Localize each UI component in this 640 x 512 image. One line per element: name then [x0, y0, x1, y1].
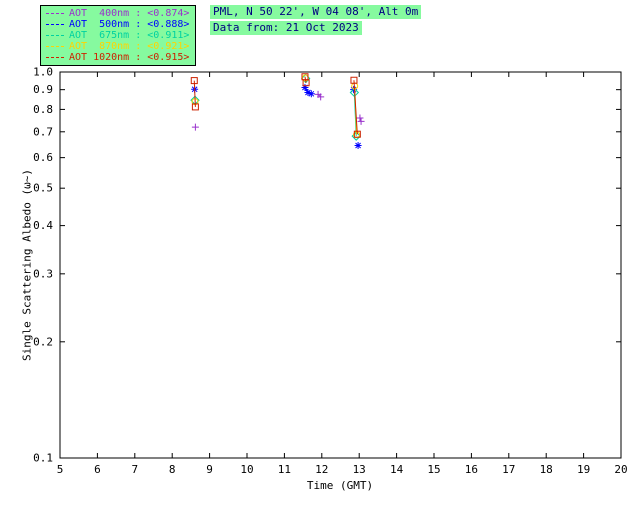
x-tick-label: 18 — [540, 463, 553, 476]
x-tick-label: 8 — [169, 463, 176, 476]
series-aot-870nm — [191, 74, 361, 139]
legend-entry-label: AOT 870nm : <0.921> — [69, 41, 190, 52]
x-tick-label: 14 — [390, 463, 404, 476]
x-tick-label: 6 — [94, 463, 101, 476]
y-tick-label: 1.0 — [33, 66, 53, 79]
y-tick-label: 0.1 — [33, 452, 53, 465]
x-tick-label: 9 — [206, 463, 213, 476]
legend-entry: AOT 400nm : <0.874> — [46, 8, 189, 19]
square-marker — [191, 103, 199, 111]
legend-entry: AOT 675nm : <0.911> — [46, 30, 189, 41]
y-tick-label: 0.9 — [33, 83, 53, 96]
x-axis-label: Time (GMT) — [306, 479, 374, 492]
x-tick-label: 15 — [427, 463, 440, 476]
plus-marker — [357, 117, 365, 125]
y-tick-label: 0.7 — [33, 125, 53, 138]
x-tick-label: 13 — [353, 463, 366, 476]
asterisk-marker — [354, 142, 362, 150]
legend-entry-label: AOT 400nm : <0.874> — [69, 8, 190, 19]
y-tick-label: 0.4 — [33, 219, 53, 232]
legend-line-swatch — [46, 13, 64, 14]
plus-marker — [356, 114, 364, 122]
asterisk-marker — [307, 90, 315, 98]
square-marker — [302, 79, 310, 87]
x-tick-label: 20 — [614, 463, 627, 476]
y-axis-ticks: 0.1 0.2 0.3 0.4 0.5 0.6 0.7 0.8 0.9 1.0 — [33, 66, 621, 465]
square-marker — [353, 130, 361, 138]
square-marker — [350, 76, 358, 84]
square-marker — [190, 77, 198, 85]
asterisk-marker — [301, 83, 309, 91]
x-tick-label: 16 — [465, 463, 478, 476]
series-segment — [193, 80, 196, 107]
x-tick-label: 10 — [240, 463, 253, 476]
series-aot-500nm — [191, 83, 362, 150]
y-tick-label: 0.3 — [33, 267, 53, 280]
chart-legend: AOT 400nm : <0.874> AOT 500nm : <0.888> AO… — [40, 5, 197, 66]
station-info: PML, N 50 22', W 04 08', Alt 0m Data fro… — [210, 5, 422, 37]
x-tick-label: 17 — [502, 463, 515, 476]
legend-entry-label: AOT 500nm : <0.888> — [69, 19, 190, 30]
series-aot-675nm — [190, 73, 361, 141]
x-axis-ticks: 5 6 7 8 9 10 11 12 13 14 15 16 17 18 19 20 — [57, 72, 628, 476]
legend-line-swatch — [46, 46, 64, 47]
x-tick-label: 11 — [278, 463, 291, 476]
diamond-marker — [349, 87, 360, 98]
legend-entry-label: AOT 1020nm : <0.915> — [69, 52, 190, 63]
station-location-text: PML, N 50 22', W 04 08', Alt 0m — [210, 5, 422, 19]
series-aot-400nm — [191, 90, 365, 131]
x-tick-label: 12 — [315, 463, 328, 476]
series-aot-1020nm — [190, 73, 361, 138]
y-tick-label: 0.6 — [33, 151, 53, 164]
y-tick-label: 0.5 — [33, 182, 53, 195]
legend-entry: AOT 870nm : <0.921> — [46, 41, 189, 52]
plot-frame — [59, 71, 622, 459]
plus-marker — [317, 93, 325, 101]
y-tick-label: 0.2 — [33, 335, 53, 348]
x-tick-label: 7 — [131, 463, 138, 476]
series-segment — [353, 80, 358, 135]
data-date-text: Data from: 21 Oct 2023 — [210, 21, 362, 35]
asterisk-marker — [304, 88, 312, 96]
x-tick-label: 5 — [57, 463, 64, 476]
x-tick-label: 19 — [577, 463, 590, 476]
plus-marker — [191, 123, 199, 131]
y-tick-label: 0.8 — [33, 103, 53, 116]
legend-entry: AOT 1020nm : <0.915> — [46, 52, 189, 63]
y-axis-label: Single Scattering Albedo (ω~) — [20, 168, 34, 362]
legend-line-swatch — [46, 57, 64, 58]
legend-line-swatch — [46, 35, 64, 36]
legend-entry-label: AOT 675nm : <0.911> — [69, 30, 190, 41]
legend-line-swatch — [46, 24, 64, 25]
legend-entry: AOT 500nm : <0.888> — [46, 19, 189, 30]
